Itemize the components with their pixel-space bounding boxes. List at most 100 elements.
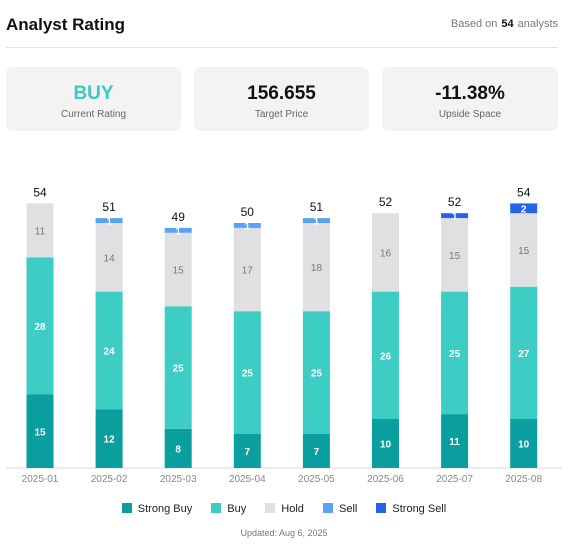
header: Analyst Rating Based on 54 analysts xyxy=(6,10,558,48)
bar-segment-sell-2025-05[interactable] xyxy=(302,218,330,223)
bar-segment-strong-buy-2025-08[interactable] xyxy=(510,419,538,468)
legend-swatch-hold xyxy=(265,503,276,514)
based-suffix: analysts xyxy=(517,18,558,30)
legend-item-buy[interactable]: Buy xyxy=(211,503,246,515)
bar-segment-buy-2025-05[interactable] xyxy=(302,311,330,434)
bar-segment-hold-2025-06[interactable] xyxy=(372,213,399,292)
bar-segment-buy-2025-07[interactable] xyxy=(441,291,469,415)
legend-label-hold: Hold xyxy=(281,503,304,516)
bar-label-strong-buy-2025-01: 15 xyxy=(34,427,46,438)
legend-item-strong-buy[interactable]: Strong Buy xyxy=(121,503,193,516)
x-tick-label-2025-06: 2025-06 xyxy=(367,474,404,485)
bar-total-2025-08: 54 xyxy=(517,185,531,199)
stacked-bar-chart: 152811542025-011224141512025-02825151492… xyxy=(6,185,562,485)
target-price-card: 156.655 Target Price xyxy=(194,67,369,131)
bar-group-2025-07: 11 25 15 1 52 2025-07 xyxy=(436,195,473,485)
bar-label-buy-2025-03: 25 xyxy=(173,364,185,375)
bar-label-sell-2025-03: 1 xyxy=(175,226,181,237)
bar-segment-hold-2025-02[interactable] xyxy=(95,223,123,292)
bar-total-2025-07: 52 xyxy=(448,195,462,209)
bar-segment-strong-sell-2025-08[interactable] xyxy=(510,203,538,214)
bar-label-sell-2025-04: 1 xyxy=(245,221,251,232)
bar-group-2025-06: 10 26 16 52 2025-06 xyxy=(367,195,404,485)
bar-label-hold-2025-03: 15 xyxy=(173,266,185,277)
legend-swatch-strong-buy xyxy=(121,503,132,514)
bar-label-hold-2025-06: 16 xyxy=(380,248,392,259)
legend-item-hold[interactable]: Hold xyxy=(265,503,304,515)
bar-segment-hold-2025-01[interactable] xyxy=(26,203,54,258)
bar-segment-hold-2025-05[interactable] xyxy=(302,223,330,312)
bar-segment-buy-2025-08[interactable] xyxy=(510,286,538,419)
legend-label-sell: Sell xyxy=(338,503,358,516)
bar-label-sell-2025-02: 1 xyxy=(106,217,112,228)
x-tick-label-2025-01: 2025-01 xyxy=(22,474,59,485)
bar-label-strong-buy-2025-07: 11 xyxy=(449,437,460,448)
bar-segment-buy-2025-06[interactable] xyxy=(372,291,399,419)
bar-segment-hold-2025-03[interactable] xyxy=(164,232,192,307)
bar-group-2025-02: 12 24 14 1 51 2025-02 xyxy=(91,200,128,485)
current-rating-card: BUY Current Rating xyxy=(6,67,181,131)
based-on-text: Based on 54 analysts xyxy=(451,18,558,30)
bar-label-strong-sell-2025-07: 1 xyxy=(452,212,458,223)
bar-segment-hold-2025-08[interactable] xyxy=(510,213,538,287)
x-tick-label-2025-05: 2025-05 xyxy=(298,474,335,485)
legend-label-strong-buy: Strong Buy xyxy=(137,503,193,516)
analyst-count: 54 xyxy=(501,18,514,30)
bar-group-2025-03: 8 25 15 1 49 2025-03 xyxy=(160,210,197,485)
bar-label-strong-buy-2025-08: 10 xyxy=(518,440,530,451)
bar-label-hold-2025-07: 15 xyxy=(449,251,461,262)
bar-label-strong-sell-2025-08: 2 xyxy=(521,204,527,215)
bar-total-2025-04: 50 xyxy=(241,205,255,219)
bar-label-buy-2025-05: 25 xyxy=(311,368,323,379)
x-tick-label-2025-07: 2025-07 xyxy=(436,474,473,485)
bar-label-strong-buy-2025-06: 10 xyxy=(380,440,392,451)
legend-label-strong-sell: Strong Sell xyxy=(392,503,447,516)
bar-label-sell-2025-05: 1 xyxy=(314,217,320,228)
upside-space-card: -11.38% Upside Space xyxy=(382,67,558,131)
bar-segment-strong-buy-2025-02[interactable] xyxy=(95,409,123,468)
bar-label-buy-2025-04: 25 xyxy=(242,368,254,379)
bar-segment-sell-2025-04[interactable] xyxy=(233,223,261,228)
bar-label-buy-2025-06: 26 xyxy=(380,351,392,362)
bar-segment-strong-buy-2025-03[interactable] xyxy=(164,428,192,468)
bar-total-2025-05: 51 xyxy=(310,200,324,214)
bar-segment-buy-2025-03[interactable] xyxy=(164,306,192,429)
bar-total-2025-03: 49 xyxy=(172,210,186,224)
based-prefix: Based on xyxy=(450,18,498,30)
bar-label-hold-2025-01: 11 xyxy=(35,226,46,237)
bar-segment-sell-2025-03[interactable] xyxy=(164,227,192,233)
legend-item-sell[interactable]: Sell xyxy=(322,503,358,516)
page-title: Analyst Rating xyxy=(6,15,126,34)
bar-segment-strong-buy-2025-05[interactable] xyxy=(302,433,330,468)
bar-segment-strong-buy-2025-04[interactable] xyxy=(233,433,261,468)
bar-segment-strong-buy-2025-01[interactable] xyxy=(26,394,54,469)
bar-total-2025-06: 52 xyxy=(379,195,393,209)
bar-label-buy-2025-02: 24 xyxy=(104,346,116,357)
bar-segment-buy-2025-01[interactable] xyxy=(26,257,54,395)
x-tick-label-2025-03: 2025-03 xyxy=(160,474,197,485)
bar-segment-buy-2025-04[interactable] xyxy=(233,311,261,434)
bar-group-2025-01: 15 28 11 54 2025-01 xyxy=(22,185,59,485)
bar-label-strong-buy-2025-03: 8 xyxy=(175,444,181,455)
bar-label-buy-2025-01: 28 xyxy=(34,322,46,333)
summary-cards: BUY Current Rating 156.655 Target Price … xyxy=(6,67,558,131)
bar-label-hold-2025-05: 18 xyxy=(311,263,323,274)
bar-segment-sell-2025-02[interactable] xyxy=(95,218,123,223)
bar-segment-hold-2025-07[interactable] xyxy=(441,218,469,292)
legend-item-strong-sell[interactable]: Strong Sell xyxy=(376,503,446,515)
bar-label-strong-buy-2025-04: 7 xyxy=(245,447,251,458)
current-rating-value: BUY xyxy=(73,83,114,104)
upside-space-value: -11.38% xyxy=(435,83,505,104)
chart-legend: Strong Buy Buy Hold Sell Strong Sell xyxy=(0,503,568,515)
updated-timestamp: Updated: Aug 6, 2025 xyxy=(240,528,328,538)
bar-segment-strong-sell-2025-07[interactable] xyxy=(441,213,469,219)
bar-segment-strong-buy-2025-07[interactable] xyxy=(441,414,469,468)
bar-segment-hold-2025-04[interactable] xyxy=(233,227,261,312)
bar-segment-buy-2025-02[interactable] xyxy=(95,291,123,410)
bar-group-2025-05: 7 25 18 1 51 2025-05 xyxy=(298,200,335,485)
upside-space-label: Upside Space xyxy=(438,109,502,120)
x-tick-label-2025-02: 2025-02 xyxy=(91,474,128,485)
target-price-label: Target Price xyxy=(254,109,309,120)
bar-segment-strong-buy-2025-06[interactable] xyxy=(372,419,399,468)
bar-label-buy-2025-08: 27 xyxy=(518,349,530,360)
